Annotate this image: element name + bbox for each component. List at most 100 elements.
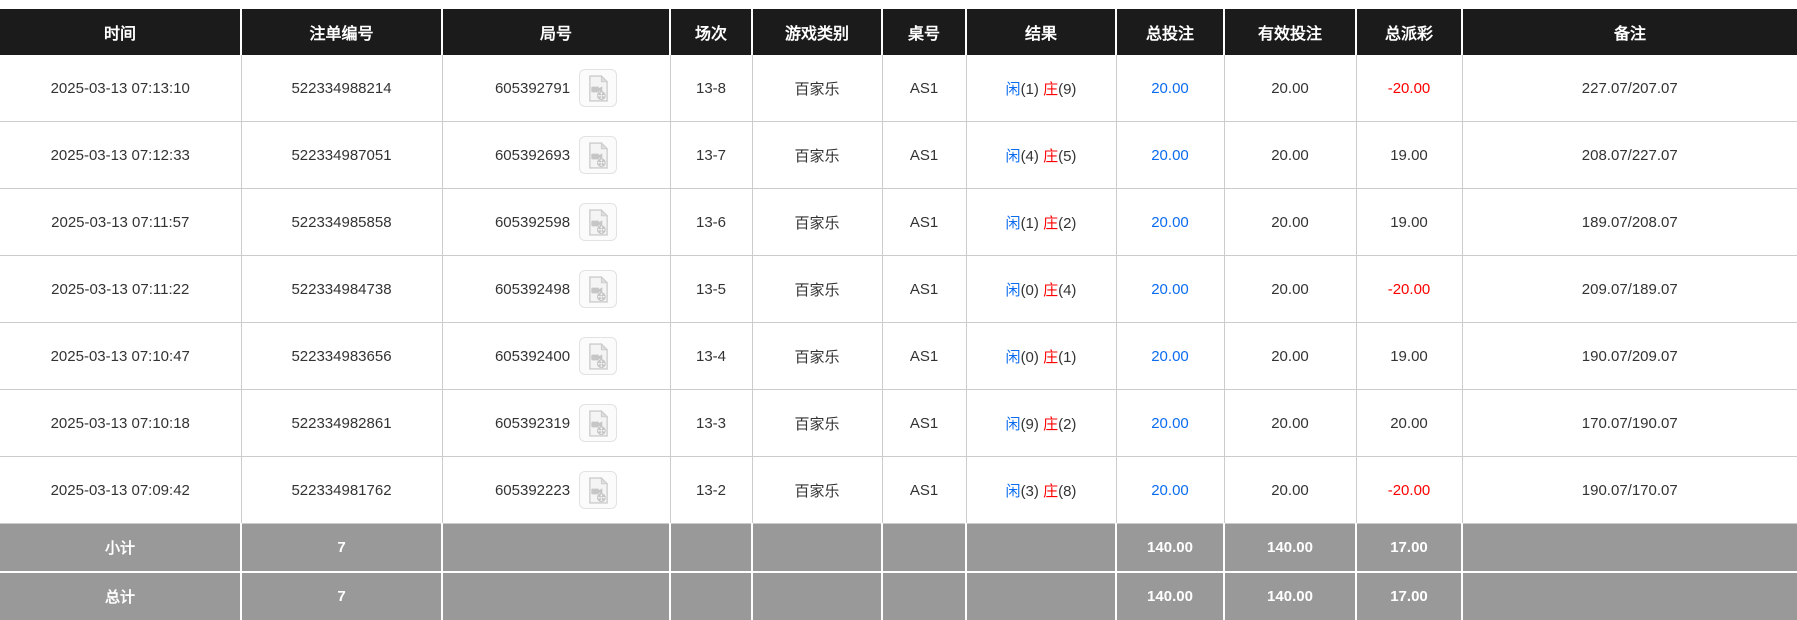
cell-time: 2025-03-13 07:12:33	[0, 122, 241, 189]
column-header-time: 时间	[0, 9, 241, 55]
cell-round_no: 605392319	[442, 390, 670, 457]
cell-result: 闲(9) 庄(2)	[966, 390, 1116, 457]
cell-remark: 227.07/207.07	[1462, 55, 1797, 122]
cell-total_bet: 20.00	[1116, 390, 1224, 457]
cell-game_type: 百家乐	[752, 256, 882, 323]
banker-result-label: 庄	[1043, 148, 1058, 165]
video-replay-button[interactable]	[579, 69, 617, 107]
footer-cell-table_no	[882, 572, 966, 620]
footer-cell-game_type	[752, 524, 882, 573]
cell-total_bet: 20.00	[1116, 256, 1224, 323]
cell-table_no: AS1	[882, 55, 966, 122]
round-number: 605392223	[495, 482, 570, 499]
footer-cell-total_payout: 17.00	[1356, 524, 1462, 573]
footer-cell-table_no	[882, 524, 966, 573]
cell-total_payout: -20.00	[1356, 256, 1462, 323]
player-result-score: (1)	[1021, 81, 1039, 98]
footer-cell-game_type	[752, 572, 882, 620]
round-number: 605392400	[495, 348, 570, 365]
cell-total_bet: 20.00	[1116, 122, 1224, 189]
column-header-round_no: 局号	[442, 9, 670, 55]
footer-cell-bet_id: 7	[241, 524, 442, 573]
video-replay-icon	[587, 142, 610, 169]
cell-time: 2025-03-13 07:09:42	[0, 457, 241, 524]
column-header-remark: 备注	[1462, 9, 1797, 55]
cell-session: 13-2	[670, 457, 752, 524]
cell-bet_id: 522334984738	[241, 256, 442, 323]
cell-remark: 190.07/170.07	[1462, 457, 1797, 524]
cell-result: 闲(0) 庄(4)	[966, 256, 1116, 323]
cell-time: 2025-03-13 07:10:47	[0, 323, 241, 390]
player-result-label: 闲	[1006, 215, 1021, 232]
column-header-total_payout: 总派彩	[1356, 9, 1462, 55]
cell-table_no: AS1	[882, 323, 966, 390]
footer-cell-total_bet: 140.00	[1116, 572, 1224, 620]
footer-cell-time: 小计	[0, 524, 241, 573]
cell-game_type: 百家乐	[752, 122, 882, 189]
cell-table_no: AS1	[882, 122, 966, 189]
video-replay-button[interactable]	[579, 203, 617, 241]
cell-game_type: 百家乐	[752, 189, 882, 256]
player-result-label: 闲	[1006, 349, 1021, 366]
cell-round_no: 605392693	[442, 122, 670, 189]
cell-bet_id: 522334983656	[241, 323, 442, 390]
cell-round_no: 605392223	[442, 457, 670, 524]
cell-total_bet: 20.00	[1116, 323, 1224, 390]
cell-total_payout: -20.00	[1356, 55, 1462, 122]
column-header-valid_bet: 有效投注	[1224, 9, 1356, 55]
cell-session: 13-5	[670, 256, 752, 323]
footer-cell-remark	[1462, 572, 1797, 620]
player-result-score: (4)	[1021, 148, 1039, 165]
cell-total_bet: 20.00	[1116, 189, 1224, 256]
cell-total_payout: 20.00	[1356, 390, 1462, 457]
footer-cell-session	[670, 572, 752, 620]
round-number-group: 605392319	[495, 404, 617, 442]
video-replay-button[interactable]	[579, 404, 617, 442]
cell-total_payout: -20.00	[1356, 457, 1462, 524]
video-replay-button[interactable]	[579, 270, 617, 308]
banker-result-label: 庄	[1043, 483, 1058, 500]
cell-table_no: AS1	[882, 256, 966, 323]
footer-cell-valid_bet: 140.00	[1224, 524, 1356, 573]
round-number: 605392498	[495, 281, 570, 298]
video-replay-icon	[587, 343, 610, 370]
cell-remark: 209.07/189.07	[1462, 256, 1797, 323]
footer-cell-remark	[1462, 524, 1797, 573]
banker-result-label: 庄	[1043, 81, 1058, 98]
video-replay-button[interactable]	[579, 337, 617, 375]
round-number-group: 605392598	[495, 203, 617, 241]
cell-bet_id: 522334985858	[241, 189, 442, 256]
player-result-score: (0)	[1021, 349, 1039, 366]
round-number: 605392319	[495, 415, 570, 432]
cell-remark: 208.07/227.07	[1462, 122, 1797, 189]
cell-bet_id: 522334982861	[241, 390, 442, 457]
cell-round_no: 605392598	[442, 189, 670, 256]
footer-cell-total_bet: 140.00	[1116, 524, 1224, 573]
banker-result-label: 庄	[1043, 349, 1058, 366]
cell-valid_bet: 20.00	[1224, 122, 1356, 189]
video-replay-icon	[587, 75, 610, 102]
cell-result: 闲(4) 庄(5)	[966, 122, 1116, 189]
banker-result-score: (2)	[1058, 215, 1076, 232]
cell-valid_bet: 20.00	[1224, 55, 1356, 122]
banker-result-score: (5)	[1058, 148, 1076, 165]
banker-result-score: (4)	[1058, 282, 1076, 299]
cell-round_no: 605392400	[442, 323, 670, 390]
player-result-label: 闲	[1006, 81, 1021, 98]
video-replay-icon	[587, 276, 610, 303]
cell-remark: 189.07/208.07	[1462, 189, 1797, 256]
banker-result-score: (2)	[1058, 416, 1076, 433]
cell-bet_id: 522334987051	[241, 122, 442, 189]
cell-remark: 170.07/190.07	[1462, 390, 1797, 457]
video-replay-button[interactable]	[579, 136, 617, 174]
footer-cell-session	[670, 524, 752, 573]
banker-result-label: 庄	[1043, 416, 1058, 433]
video-replay-button[interactable]	[579, 471, 617, 509]
